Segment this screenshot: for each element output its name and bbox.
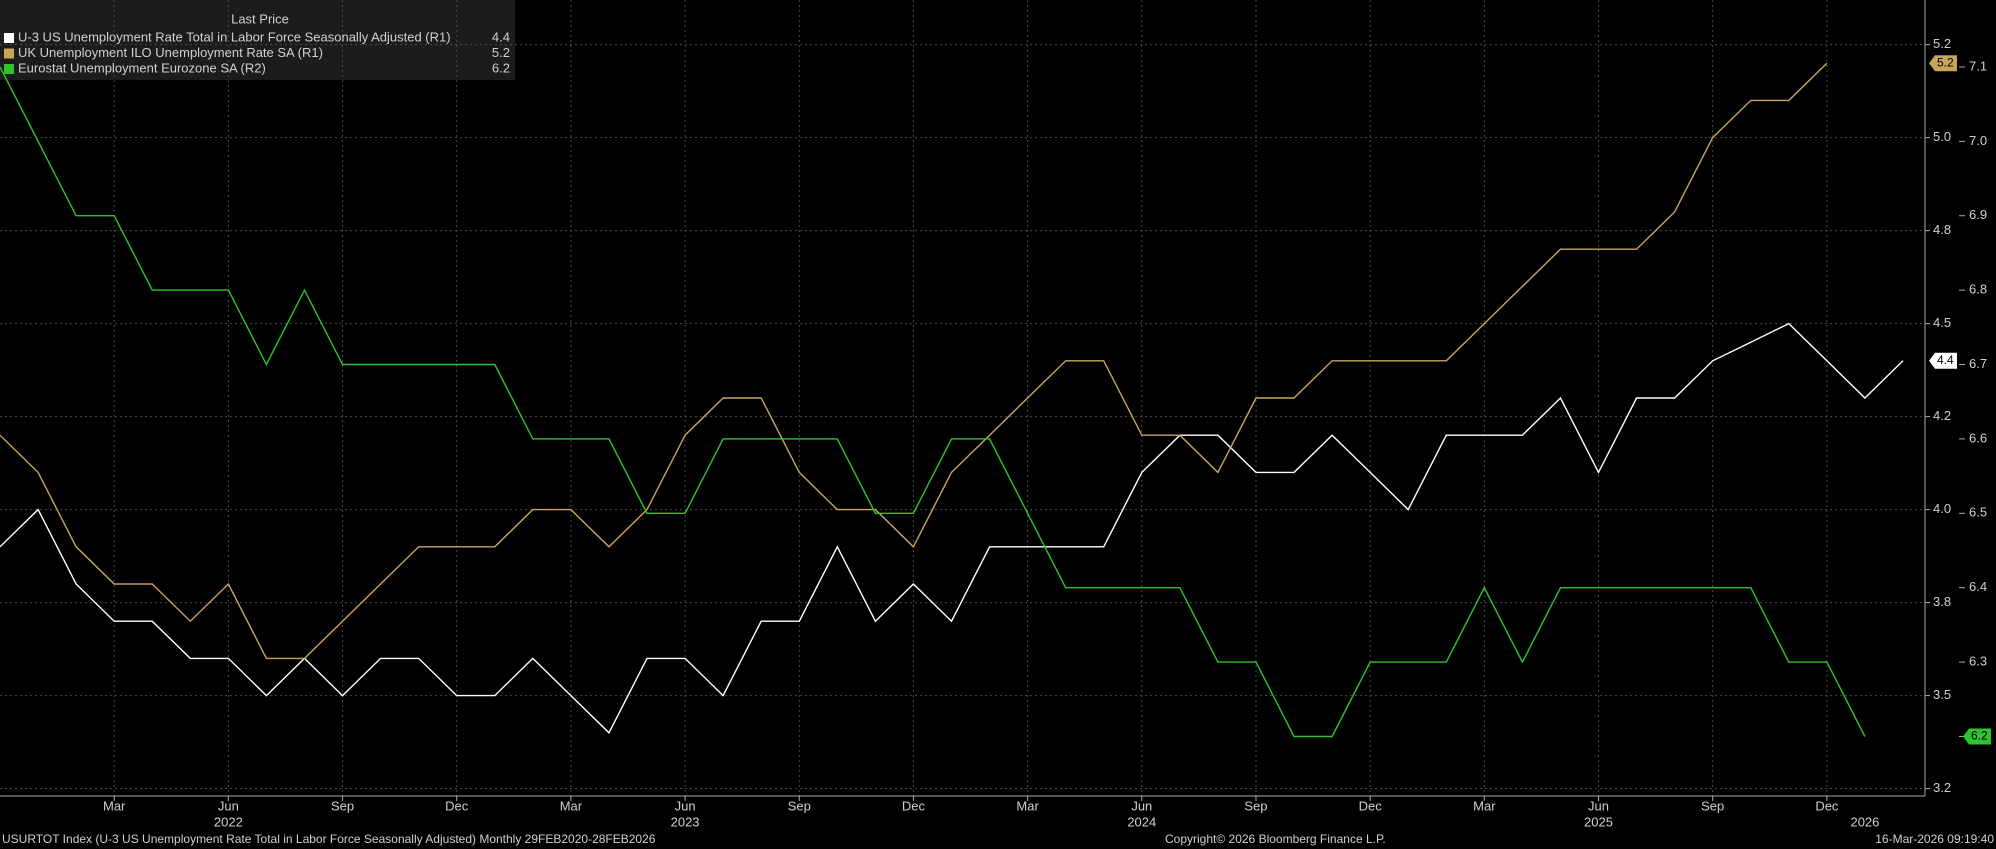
x-tick-label: Dec [1359,798,1383,813]
x-year-label: 2023 [671,814,700,829]
x-tick-label: Jun [675,798,696,813]
x-tick-label: Sep [1244,798,1267,813]
y-tick-label: 4.8 [1933,222,1951,237]
legend-value: 4.4 [492,29,510,44]
y2-tick-label: 7.0 [1969,133,1987,148]
y2-tick-label: 6.9 [1969,207,1987,222]
x-tick-label: Jun [1588,798,1609,813]
legend-swatch [4,64,14,74]
last-value-label: 4.4 [1937,353,1954,367]
legend-swatch [4,48,14,59]
x-tick-label: Dec [1815,798,1839,813]
legend-box [0,0,515,80]
last-value-marker [1929,55,1957,72]
last-value-label: 6.2 [1971,729,1988,743]
y-tick-label: 3.5 [1933,687,1951,702]
y2-tick-label: 6.5 [1969,505,1987,520]
x-year-label: 2022 [214,814,243,829]
last-value-marker [1963,728,1991,745]
y2-tick-label: 6.7 [1969,356,1987,371]
x-tick-label: Mar [1473,798,1496,813]
y-tick-label: 3.2 [1933,780,1951,795]
y2-tick-label: 6.8 [1969,282,1987,297]
x-tick-label: Mar [1016,798,1039,813]
y-tick-label: 5.0 [1933,129,1951,144]
footer-right: 16-Mar-2026 09:19:40 [1875,832,1994,846]
y-tick-label: 3.8 [1933,594,1951,609]
x-year-label: 2025 [1584,814,1613,829]
series-line [0,66,1866,738]
legend-value: 5.2 [492,45,510,60]
y-tick-label: 4.0 [1933,501,1951,516]
y2-tick-label: 6.4 [1969,579,1987,594]
series-line [0,62,1828,660]
footer-left: USURTOT Index (U-3 US Unemployment Rate … [2,832,656,846]
legend-label: Eurostat Unemployment Eurozone SA (R2) [18,60,266,75]
y-tick-label: 5.2 [1933,36,1951,51]
x-tick-label: Mar [103,798,126,813]
x-tick-label: Jun [218,798,239,813]
legend-label: U-3 US Unemployment Rate Total in Labor … [18,29,451,44]
footer-center: Copyright© 2026 Bloomberg Finance L.P. [1165,832,1386,846]
x-tick-label: Dec [902,798,926,813]
x-tick-label: Dec [445,798,469,813]
x-year-label: 2024 [1127,814,1156,829]
y2-tick-label: 6.3 [1969,654,1987,669]
legend-value: 6.2 [492,60,510,75]
x-year-label: 2026 [1850,814,1879,829]
last-value-marker [1929,352,1957,369]
last-value-label: 5.2 [1937,55,1954,69]
x-tick-label: Mar [560,798,583,813]
x-tick-label: Sep [788,798,811,813]
legend-swatch [4,33,14,43]
series-line [0,322,1904,734]
y-tick-label: 4.5 [1933,315,1951,330]
y2-tick-label: 7.1 [1969,58,1987,73]
legend-title: Last Price [231,11,289,26]
y-tick-label: 4.2 [1933,408,1951,423]
x-tick-label: Jun [1131,798,1152,813]
y2-tick-label: 6.6 [1969,430,1987,445]
x-tick-label: Sep [1701,798,1724,813]
x-tick-label: Sep [331,798,354,813]
legend-label: UK Unemployment ILO Unemployment Rate SA… [18,45,323,60]
